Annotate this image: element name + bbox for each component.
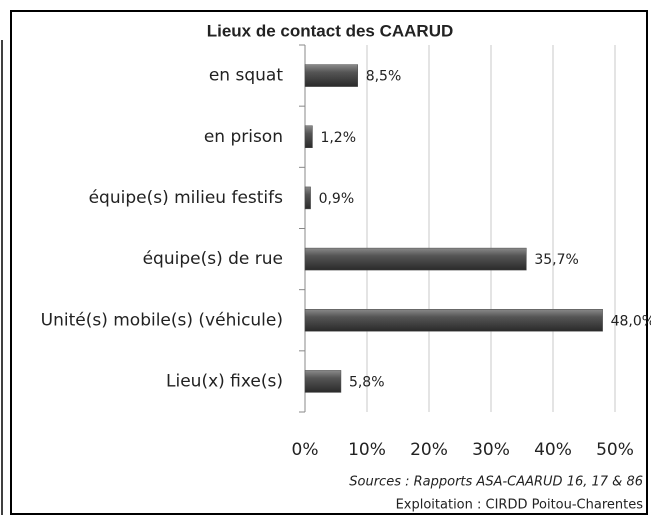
bar bbox=[304, 370, 342, 393]
bar bbox=[304, 125, 313, 148]
y-tick-label: équipe(s) milieu festifs bbox=[89, 188, 284, 208]
y-tick-label: Lieu(x) fixe(s) bbox=[166, 371, 283, 391]
value-label: 8,5% bbox=[366, 69, 402, 85]
value-label: 35,7% bbox=[534, 252, 578, 268]
value-label: 0,9% bbox=[319, 191, 355, 207]
y-tick-label: en squat bbox=[209, 66, 283, 86]
x-tick-label: 40% bbox=[534, 440, 572, 460]
credit: Exploitation : CIRDD Poitou-Charentes bbox=[396, 498, 644, 513]
x-tick-label: 50% bbox=[596, 440, 634, 460]
bar bbox=[304, 247, 527, 271]
x-tick-label: 10% bbox=[348, 440, 386, 460]
bar bbox=[304, 186, 311, 210]
chart-title: Lieux de contact des CAARUD bbox=[207, 21, 454, 40]
x-tick-label: 0% bbox=[292, 440, 319, 460]
x-tick-label: 30% bbox=[472, 440, 510, 460]
y-tick-label: en prison bbox=[204, 127, 283, 147]
x-tick-label: 20% bbox=[410, 440, 448, 460]
value-label: 5,8% bbox=[349, 374, 385, 390]
bar bbox=[304, 64, 358, 87]
bar bbox=[304, 309, 603, 332]
value-label: 48,0% bbox=[611, 313, 651, 329]
y-tick-label: Unité(s) mobile(s) (véhicule) bbox=[41, 310, 283, 330]
source: Sources : Rapports ASA-CAARUD 16, 17 & 8… bbox=[349, 475, 643, 490]
value-label: 1,2% bbox=[320, 130, 356, 146]
y-tick-label: équipe(s) de rue bbox=[143, 249, 283, 269]
